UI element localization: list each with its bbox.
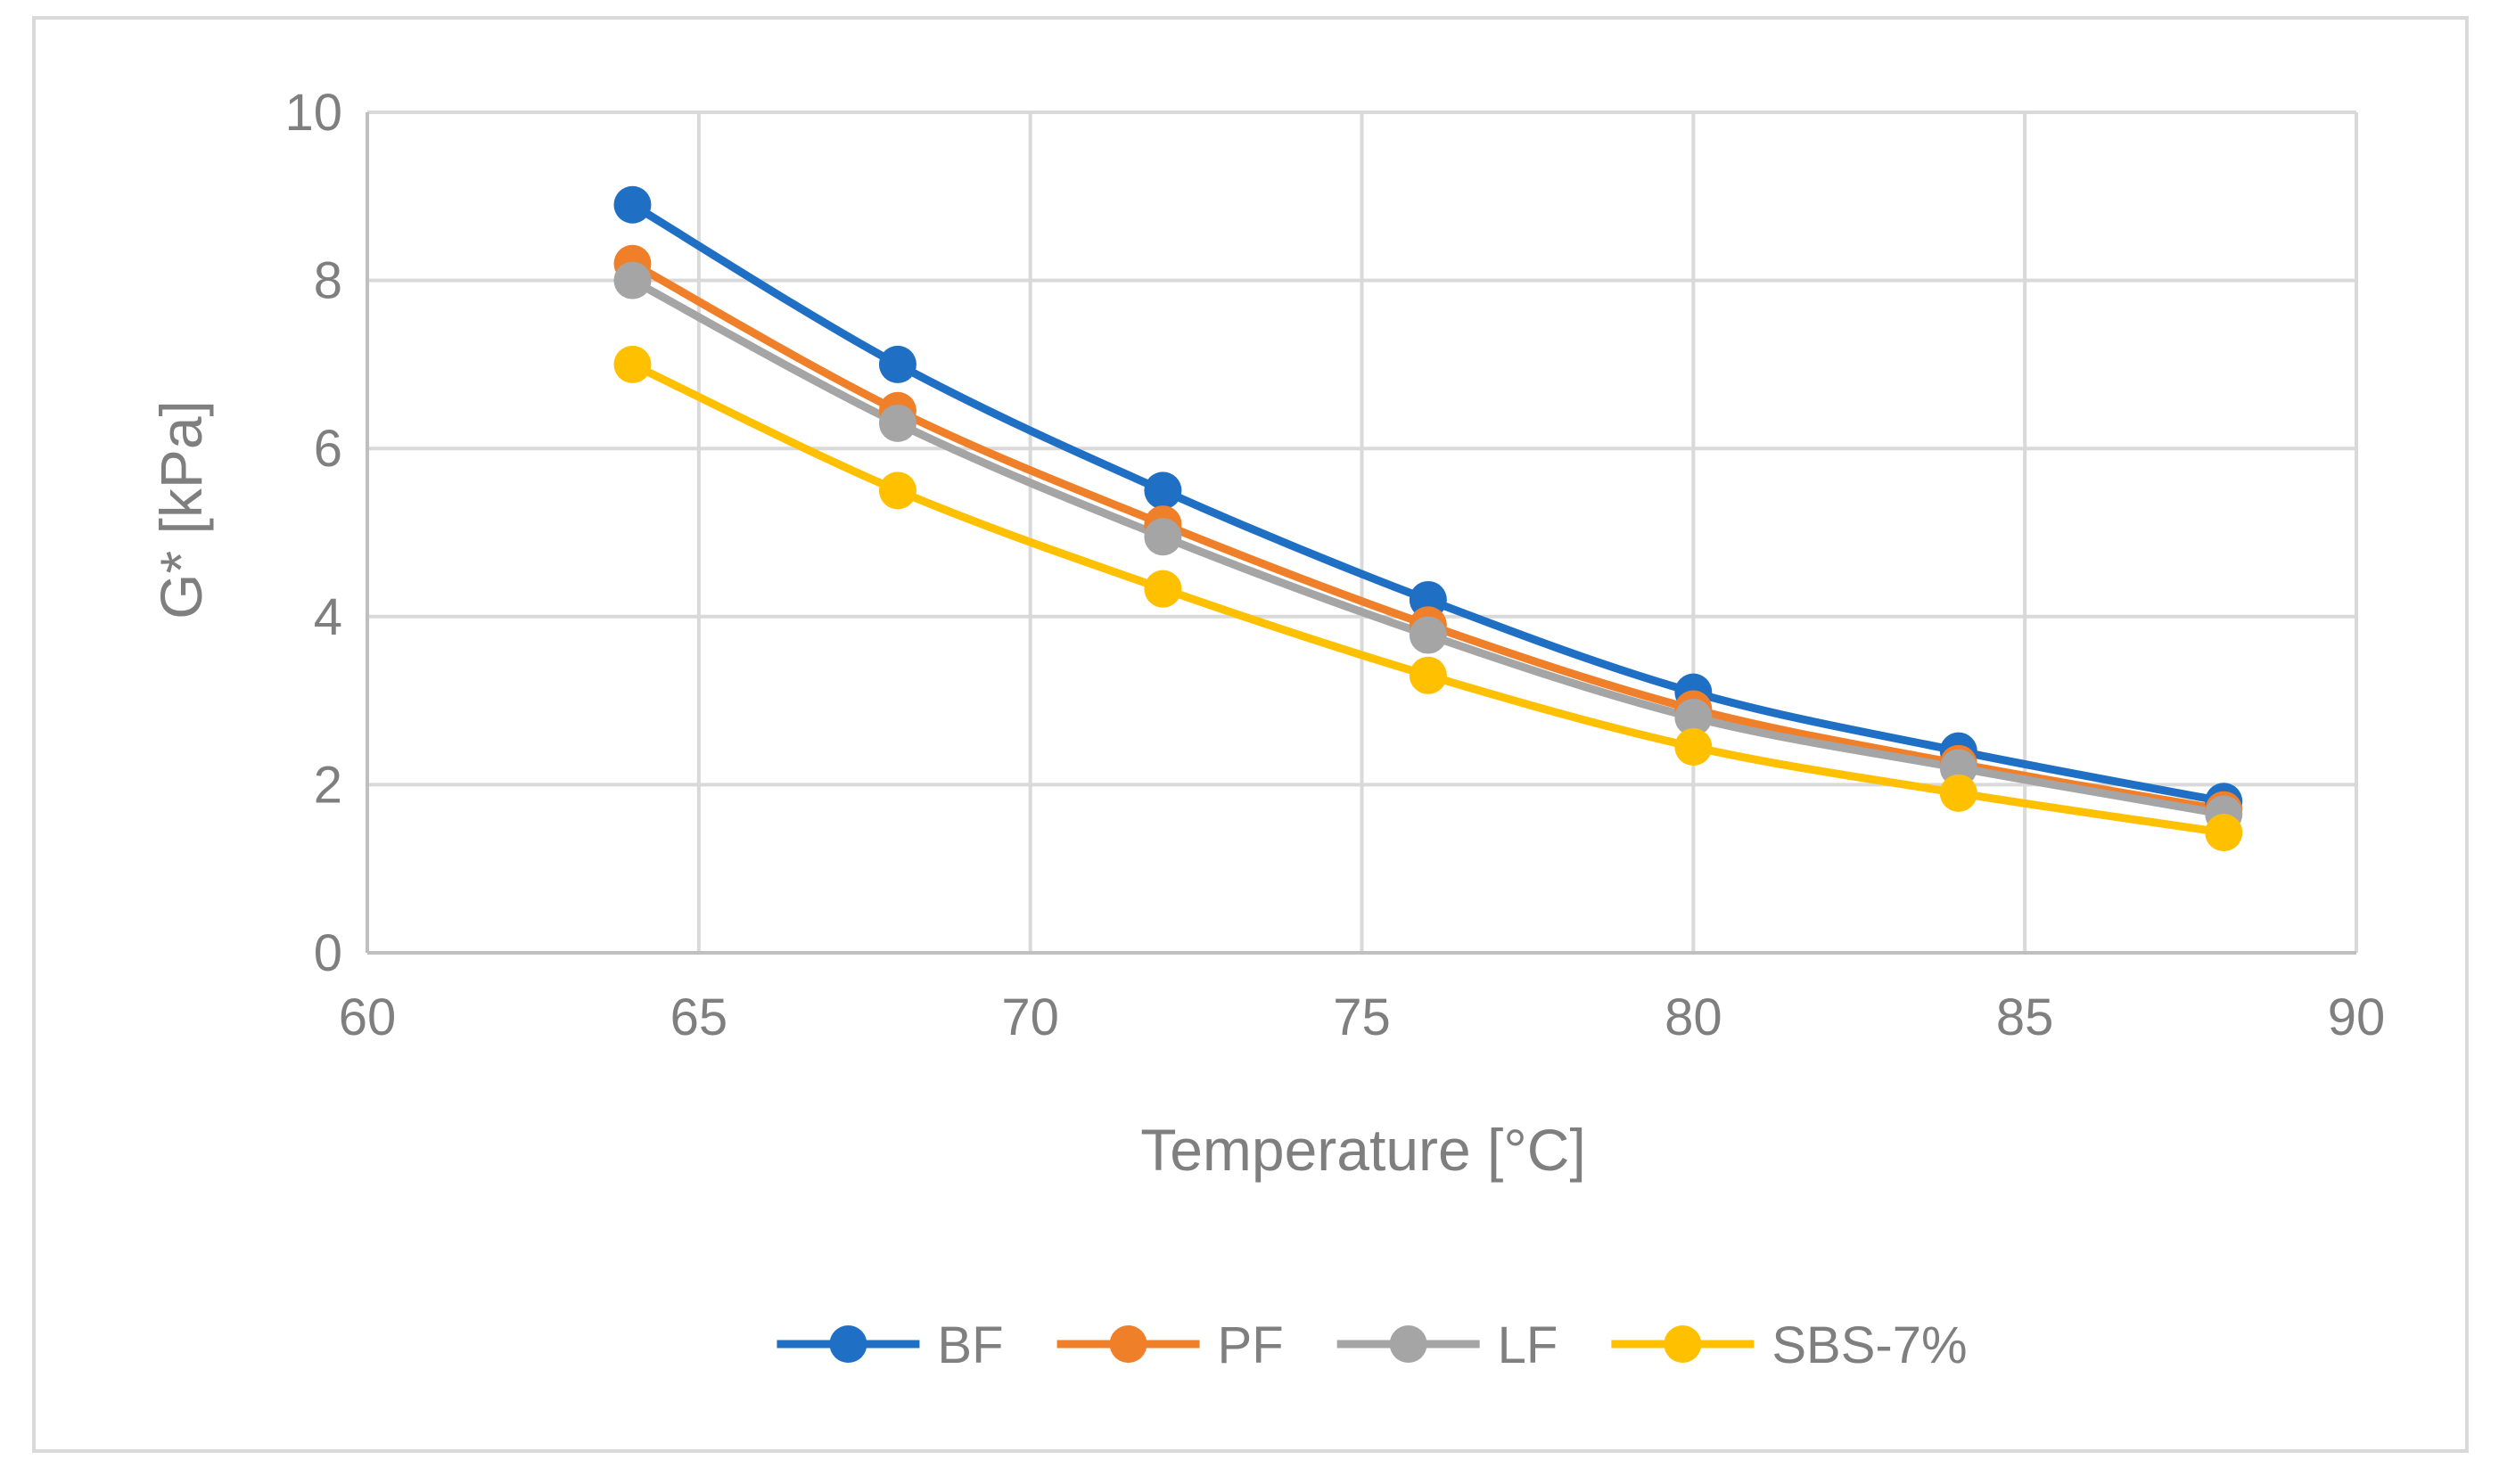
chart-frame xyxy=(32,16,2469,1453)
axes xyxy=(366,112,2356,955)
legend-item-pf: PF xyxy=(1056,1316,1284,1374)
data-point-bf xyxy=(878,345,917,383)
data-point-sbs-7- xyxy=(878,471,917,510)
data-point-sbs-7- xyxy=(613,345,652,383)
x-tick-label: 90 xyxy=(2328,988,2386,1046)
legend-label: LF xyxy=(1498,1316,1558,1374)
legend-item-bf: BF xyxy=(777,1316,1004,1374)
legend-label: BF xyxy=(937,1316,1003,1374)
series-line-bf xyxy=(628,201,2228,806)
x-tick-label: 60 xyxy=(339,988,397,1046)
series-lines xyxy=(628,201,2228,837)
y-tick-label: 10 xyxy=(284,84,342,142)
data-point-bf xyxy=(1144,471,1182,510)
y-axis-title: G* [kPa] xyxy=(148,400,214,619)
y-tick-label: 8 xyxy=(314,252,342,310)
series-markers xyxy=(613,185,2243,852)
y-tick-label: 0 xyxy=(314,924,342,982)
y-tick-label: 6 xyxy=(314,420,342,478)
y-tick-label: 2 xyxy=(314,756,342,814)
legend-item-sbs-7-: SBS-7% xyxy=(1611,1316,1968,1374)
series-line-lf xyxy=(628,276,2228,818)
legend-swatch-marker xyxy=(1109,1325,1147,1363)
x-tick-label: 65 xyxy=(670,988,728,1046)
legend-item-lf: LF xyxy=(1336,1316,1558,1374)
legend-swatch-marker xyxy=(1664,1325,1702,1363)
x-tick-label: 75 xyxy=(1333,988,1391,1046)
x-axis-title: Temperature [°C] xyxy=(1140,1117,1586,1183)
data-point-lf xyxy=(878,404,917,442)
gridlines xyxy=(367,111,2358,953)
y-tick-label: 4 xyxy=(314,588,342,646)
data-point-bf xyxy=(613,185,652,224)
data-point-lf xyxy=(1674,698,1713,736)
data-point-sbs-7- xyxy=(1674,727,1713,766)
tick-labels: 0 2 4 6 8 10 60 65 70 75 80 85 90 xyxy=(284,84,2385,1046)
data-point-lf xyxy=(1409,616,1447,654)
legend-swatch-marker xyxy=(1389,1325,1427,1363)
legend-swatch-marker xyxy=(829,1325,867,1363)
legend-label: SBS-7% xyxy=(1771,1316,1967,1374)
data-point-lf xyxy=(1144,518,1182,556)
data-point-sbs-7- xyxy=(1144,570,1182,608)
legend: BF PF LF SBS-7% xyxy=(777,1316,1968,1374)
x-tick-label: 85 xyxy=(1996,988,2054,1046)
x-tick-label: 70 xyxy=(1001,988,1059,1046)
data-point-sbs-7- xyxy=(1939,774,1977,812)
x-tick-label: 80 xyxy=(1665,988,1722,1046)
legend-label: PF xyxy=(1218,1316,1284,1374)
data-point-lf xyxy=(613,261,652,299)
data-point-sbs-7- xyxy=(1409,656,1447,694)
data-point-sbs-7- xyxy=(2205,814,2243,852)
